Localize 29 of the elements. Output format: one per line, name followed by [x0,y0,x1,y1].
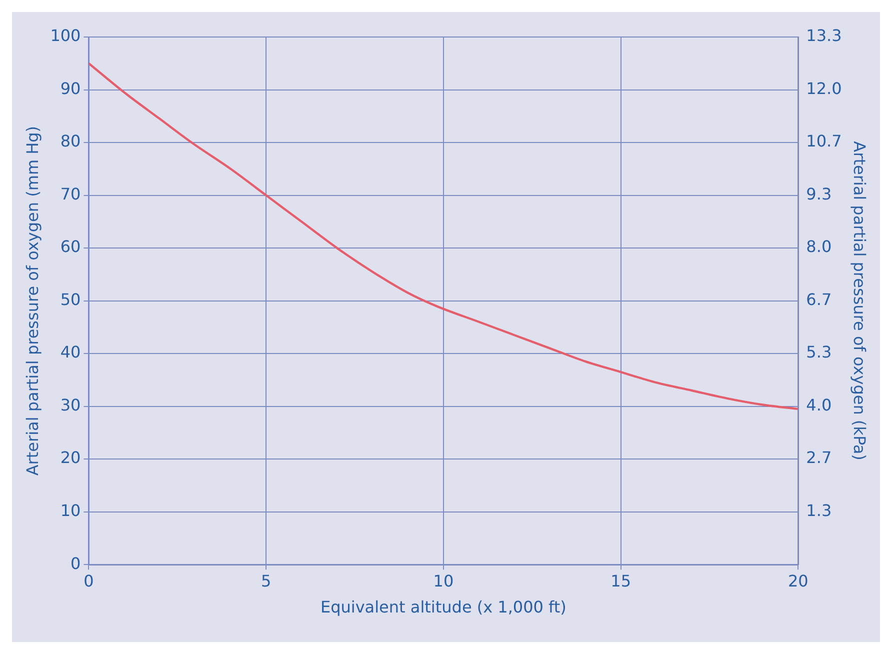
x-tick-label: 5 [261,571,272,590]
y2-tick-label: 10.7 [806,132,842,151]
y2-tick-label: 12.0 [806,78,842,98]
y-tick-label: 60 [60,237,81,256]
y2-tick-label: 2.7 [806,448,832,468]
y-tick-label: 90 [60,78,81,98]
y2-tick-label: 5.3 [806,342,832,362]
x-axis-title: Equivalent altitude (x 1,000 ft) [320,598,566,617]
x-tick-label: 15 [610,571,631,590]
y-tick-label: 100 [50,26,81,46]
y-tick-label: 40 [60,342,81,362]
y-axis-title: Arterial partial pressure of oxygen (mm Hg) [22,126,42,476]
y-tick-label: 20 [60,448,81,468]
y2-tick-label: 9.3 [806,184,832,204]
x-tick-label: 10 [433,571,454,590]
y2-tick-label: 4.0 [806,395,832,414]
y-tick-label: 30 [60,395,81,414]
y2-tick-label: 8.0 [806,237,832,256]
y2-tick-label: 13.3 [806,26,842,46]
y2-axis-title: Arterial partial pressure of oxygen (kPa) [850,141,870,460]
y2-tick-label: 6.7 [806,290,832,309]
y-tick-label: 10 [60,500,81,520]
y-tick-label: 50 [60,290,81,309]
y2-tick-label: 1.3 [806,500,832,520]
y-tick-label: 0 [70,554,81,573]
x-tick-label: 20 [788,571,808,590]
y-tick-label: 70 [60,184,81,204]
x-tick-label: 0 [84,571,94,590]
y-tick-label: 80 [60,132,81,151]
